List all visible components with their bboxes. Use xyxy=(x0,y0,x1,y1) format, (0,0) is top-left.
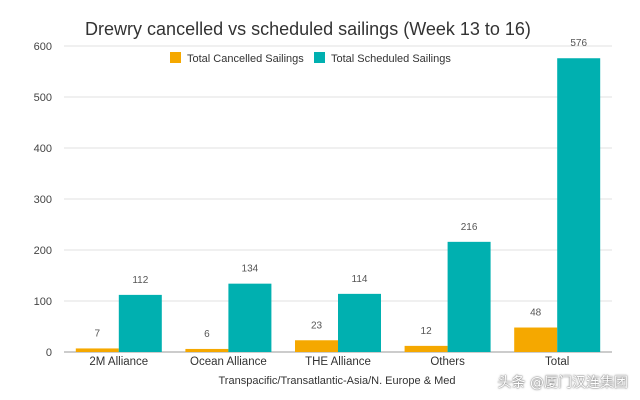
y-tick-label: 300 xyxy=(34,194,52,206)
data-label: 12 xyxy=(421,326,433,337)
bar xyxy=(228,283,272,352)
bar xyxy=(514,327,558,352)
data-label: 6 xyxy=(204,329,210,340)
bar xyxy=(185,348,229,352)
data-label: 23 xyxy=(311,320,323,331)
bars: 7 112 6 134 23 114 12 216 48 576 xyxy=(75,38,601,353)
data-label: 112 xyxy=(132,275,148,286)
legend-label: Total Cancelled Sailings xyxy=(187,53,304,65)
y-tick-label: 500 xyxy=(34,92,52,104)
y-axis: 0 100 200 300 400 500 600 xyxy=(34,41,52,359)
legend-swatch xyxy=(314,52,325,63)
x-tick-label: Others xyxy=(430,356,465,368)
legend: Total Cancelled Sailings Total Scheduled … xyxy=(170,52,451,65)
x-tick-label: Total xyxy=(545,356,569,368)
x-tick-label: Ocean Alliance xyxy=(190,356,267,368)
data-label: 134 xyxy=(242,264,259,275)
y-tick-label: 200 xyxy=(34,245,52,257)
x-axis-label: Transpacific/Transatlantic-Asia/N. Europ… xyxy=(219,375,456,387)
chart-title: Drewry cancelled vs scheduled sailings (… xyxy=(85,19,531,39)
x-axis: 2M Alliance Ocean Alliance THE Alliance Oth… xyxy=(89,356,569,368)
bar xyxy=(447,241,491,352)
data-label: 48 xyxy=(530,308,542,319)
data-label: 576 xyxy=(570,38,587,49)
data-label: 114 xyxy=(352,274,368,285)
y-tick-label: 100 xyxy=(34,296,52,308)
x-tick-label: 2M Alliance xyxy=(89,356,148,368)
bar xyxy=(338,293,381,352)
data-label: 7 xyxy=(95,328,101,339)
legend-label: Total Scheduled Sailings xyxy=(331,53,451,65)
x-tick-label: THE Alliance xyxy=(305,356,371,368)
bar xyxy=(118,294,162,352)
y-tick-label: 0 xyxy=(46,347,52,359)
bar xyxy=(75,348,119,352)
bar xyxy=(295,340,338,352)
legend-swatch xyxy=(170,52,181,63)
bar xyxy=(404,345,448,352)
watermark-text: 头条 @厦门汉连集团 xyxy=(497,375,628,391)
y-tick-label: 400 xyxy=(34,143,52,155)
y-tick-label: 600 xyxy=(34,41,52,53)
bar xyxy=(557,58,601,353)
data-label: 216 xyxy=(461,222,478,233)
